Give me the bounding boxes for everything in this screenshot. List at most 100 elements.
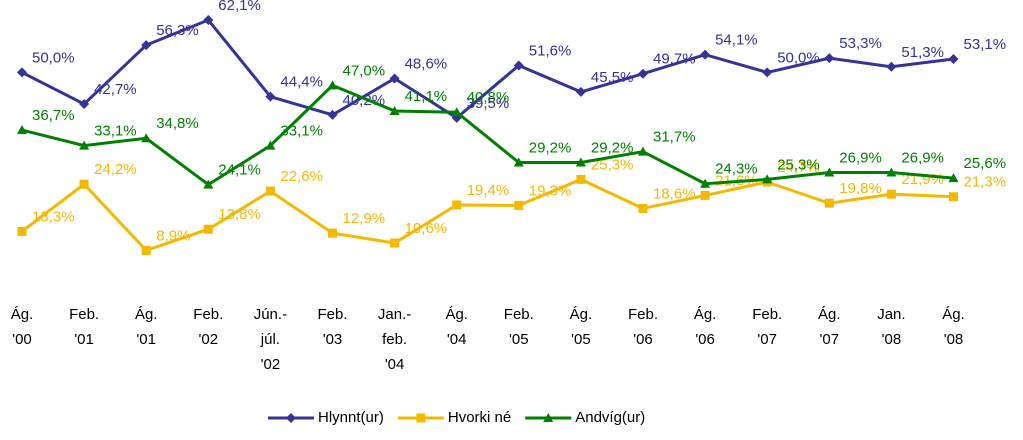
x-tick-label: Ág. — [445, 306, 468, 323]
marker — [948, 53, 959, 64]
marker — [886, 189, 896, 199]
x-tick-label: Ág. — [694, 306, 717, 323]
data-label: 51,6% — [529, 42, 572, 59]
marker — [17, 125, 27, 135]
marker — [141, 40, 152, 51]
x-tick-label: Feb. — [752, 306, 782, 323]
marker — [700, 49, 711, 60]
marker — [824, 167, 835, 177]
x-tick-label: '06 — [633, 331, 653, 348]
data-label: 19,3% — [529, 182, 572, 199]
marker — [575, 157, 586, 167]
data-label: 12,9% — [343, 210, 386, 227]
marker — [327, 80, 338, 90]
marker — [416, 413, 426, 423]
x-tick-label: '02 — [199, 331, 219, 348]
marker — [327, 109, 338, 120]
marker — [451, 107, 462, 117]
data-label: 31,7% — [653, 129, 696, 146]
data-label: 49,7% — [653, 51, 696, 68]
marker — [17, 67, 27, 78]
legend-label: Hlynnt(ur) — [318, 409, 384, 426]
marker — [886, 167, 897, 177]
marker — [824, 198, 834, 208]
x-tick-label: '07 — [757, 331, 777, 348]
x-tick-label: Feb. — [628, 306, 658, 323]
data-label: 51,3% — [901, 44, 944, 61]
data-label: 24,7% — [777, 159, 820, 176]
data-label: 24,2% — [94, 161, 137, 178]
x-tick-label: Feb. — [504, 306, 534, 323]
marker — [762, 67, 773, 78]
x-tick-label: Feb. — [193, 306, 223, 323]
legend-label: Hvorki né — [448, 409, 511, 426]
x-tick-label: '03 — [323, 331, 343, 348]
marker — [141, 245, 151, 255]
marker — [452, 200, 462, 210]
data-label: 39,5% — [467, 95, 510, 112]
data-label: 44,4% — [280, 74, 323, 91]
marker — [514, 200, 524, 210]
marker — [638, 203, 648, 213]
data-label: 42,7% — [94, 81, 137, 98]
data-label: 13,3% — [32, 208, 75, 225]
marker — [948, 173, 959, 183]
x-tick-label: júl. — [260, 331, 280, 348]
data-label: 24,3% — [715, 161, 758, 178]
marker — [79, 179, 89, 189]
data-label: 41,1% — [405, 88, 448, 105]
data-label: 26,9% — [901, 149, 944, 166]
x-tick-label: feb. — [382, 331, 407, 348]
x-tick-label: Ág. — [570, 306, 593, 323]
marker — [265, 140, 276, 150]
data-label: 48,6% — [405, 55, 448, 72]
marker — [389, 73, 400, 84]
marker — [886, 61, 897, 72]
marker — [513, 60, 524, 71]
data-label: 25,3% — [777, 156, 820, 173]
data-label: 18,6% — [653, 185, 696, 202]
x-tick-label: '08 — [944, 331, 964, 348]
x-tick-label: Ág. — [942, 306, 965, 323]
data-label: 34,8% — [156, 115, 199, 132]
marker — [203, 224, 213, 234]
data-label: 29,2% — [591, 139, 634, 156]
data-label: 19,8% — [839, 180, 882, 197]
data-label: 47,0% — [343, 62, 386, 79]
marker — [949, 192, 958, 202]
data-label: 36,7% — [32, 107, 75, 124]
x-tick-label: '02 — [261, 356, 281, 373]
x-tick-label: Feb. — [317, 306, 347, 323]
data-label: 19,4% — [467, 182, 510, 199]
marker — [576, 174, 586, 184]
x-tick-label: Ág. — [818, 306, 841, 323]
x-tick-label: Jan.- — [378, 306, 411, 323]
data-label: 8,9% — [156, 227, 190, 244]
legend-label: Andvíg(ur) — [575, 409, 645, 426]
x-tick-label: '07 — [820, 331, 840, 348]
data-label: 13,8% — [218, 206, 261, 223]
series-line — [21, 83, 954, 187]
marker — [79, 99, 90, 110]
data-label: 53,3% — [839, 35, 882, 52]
series-line — [21, 177, 954, 253]
marker — [328, 228, 337, 238]
x-tick-label: Ág. — [11, 306, 34, 323]
x-tick-label: Ág. — [135, 306, 158, 323]
marker — [513, 157, 524, 167]
data-label: 50,0% — [32, 49, 75, 66]
x-tick-label: Feb. — [69, 306, 99, 323]
marker — [265, 186, 275, 196]
data-label: 10,6% — [405, 220, 448, 237]
marker — [390, 238, 400, 248]
data-label: 26,9% — [839, 149, 882, 166]
data-label: 21,3% — [964, 174, 1007, 191]
x-tick-label: '05 — [509, 331, 529, 348]
data-label: 22,6% — [280, 168, 323, 185]
marker — [17, 226, 27, 236]
series-line — [21, 18, 954, 120]
marker — [824, 53, 835, 64]
data-label: 54,1% — [715, 32, 758, 49]
data-label: 56,3% — [156, 22, 199, 39]
